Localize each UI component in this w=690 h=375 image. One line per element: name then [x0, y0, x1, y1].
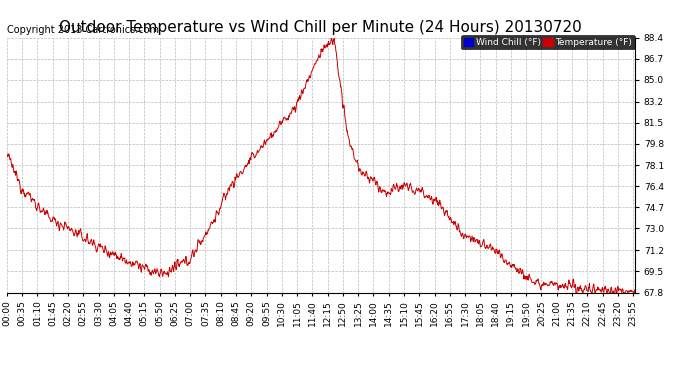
Text: Copyright 2013 Cartronics.com: Copyright 2013 Cartronics.com [7, 25, 159, 35]
Title: Outdoor Temperature vs Wind Chill per Minute (24 Hours) 20130720: Outdoor Temperature vs Wind Chill per Mi… [59, 20, 582, 35]
Legend: Wind Chill (°F), Temperature (°F): Wind Chill (°F), Temperature (°F) [462, 35, 635, 50]
